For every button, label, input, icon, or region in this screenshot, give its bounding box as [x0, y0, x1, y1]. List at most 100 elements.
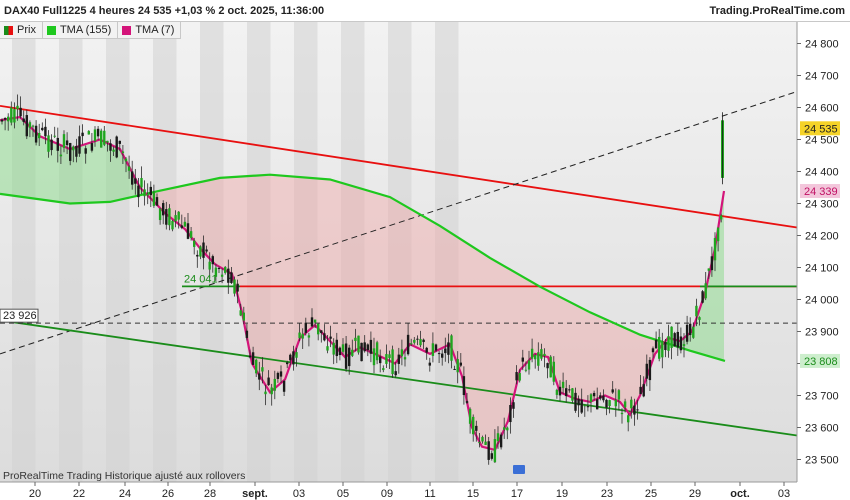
bear-fill: [384, 195, 386, 359]
bear-fill: [534, 283, 536, 355]
bull-fill: [690, 332, 692, 352]
candle-body: [550, 357, 552, 378]
candle-body: [209, 262, 211, 270]
bear-fill: [518, 274, 520, 378]
candle-body: [494, 439, 496, 462]
bear-fill: [202, 181, 204, 252]
bear-fill: [460, 239, 462, 377]
bear-fill: [604, 319, 606, 396]
bear-fill: [332, 180, 334, 345]
x-tick-label: 17: [511, 488, 523, 500]
bear-fill: [316, 178, 318, 328]
bear-fill: [526, 279, 528, 364]
candle-body: [215, 268, 217, 277]
candle-body: [661, 341, 663, 357]
bull-fill: [712, 253, 714, 358]
candle-body: [379, 357, 381, 364]
bear-fill: [346, 184, 348, 356]
bear-fill: [482, 253, 484, 447]
legend-item-tma155[interactable]: TMA (155): [43, 22, 118, 39]
bull-fill: [24, 121, 26, 198]
bear-fill: [410, 209, 412, 346]
candle-body: [1, 120, 3, 122]
bull-fill: [128, 164, 130, 197]
bear-fill: [324, 179, 326, 337]
candle-body: [500, 435, 502, 448]
legend-item-price[interactable]: Prix: [0, 22, 43, 39]
legend-item-tma7[interactable]: TMA (7): [118, 22, 181, 39]
bear-fill: [660, 341, 662, 348]
bull-fill: [16, 117, 18, 196]
candle-body: [178, 212, 180, 220]
bear-fill: [456, 236, 458, 365]
candle-body: [38, 133, 40, 138]
candle-body: [587, 406, 589, 407]
bull-fill: [30, 127, 32, 199]
bear-fill: [594, 314, 596, 400]
bull-fill: [114, 146, 116, 201]
candle-body: [463, 376, 465, 395]
candle-body: [646, 364, 648, 379]
bear-fill: [442, 227, 444, 348]
bear-fill: [658, 340, 660, 350]
bear-fill: [468, 244, 470, 417]
bull-fill: [18, 117, 20, 197]
candle-body: [249, 356, 251, 358]
bear-fill: [344, 184, 346, 357]
candle-body: [35, 126, 37, 143]
bear-fill: [314, 178, 316, 326]
bull-fill: [716, 229, 718, 359]
candle-body: [577, 399, 579, 405]
bull-fill: [66, 147, 68, 203]
bear-fill: [220, 178, 222, 268]
candle-body: [664, 342, 666, 350]
bull-fill: [666, 338, 668, 344]
candle-body: [218, 268, 220, 269]
bull-fill: [138, 184, 140, 196]
bear-fill: [458, 237, 460, 371]
candle-body: [131, 171, 133, 184]
x-tick-label: 22: [73, 488, 85, 500]
candle-body: [100, 131, 102, 148]
candle-body: [187, 223, 189, 239]
bear-fill: [432, 221, 434, 353]
bear-fill: [626, 328, 628, 412]
bear-fill: [570, 302, 572, 397]
candle-body: [546, 363, 548, 368]
bear-fill: [252, 176, 254, 367]
candle-body: [302, 334, 304, 339]
bear-fill: [414, 211, 416, 347]
bear-fill: [652, 339, 654, 363]
bear-fill: [568, 301, 570, 397]
candle-body: [171, 221, 173, 229]
bear-fill: [174, 187, 176, 222]
bear-fill: [352, 186, 354, 353]
bear-fill: [472, 246, 474, 431]
bear-fill: [224, 178, 226, 271]
bear-fill: [246, 176, 248, 343]
bull-fill: [142, 190, 144, 195]
bull-fill: [112, 145, 114, 201]
x-tick-label: oct.: [730, 488, 750, 500]
candle-body: [128, 167, 130, 171]
candle-body: [143, 189, 145, 196]
bear-fill: [542, 288, 544, 356]
bull-fill: [692, 326, 694, 352]
bull-fill: [672, 339, 674, 346]
candle-body: [581, 400, 583, 413]
bear-fill: [146, 193, 148, 195]
site-label[interactable]: Trading.ProRealTime.com: [709, 5, 845, 17]
candle-body: [196, 255, 198, 257]
day-band: [106, 22, 130, 482]
y-tick-label: 23 700: [805, 391, 839, 403]
bull-fill: [10, 118, 12, 195]
bear-fill: [280, 176, 282, 384]
bull-fill: [38, 134, 40, 199]
day-band: [59, 22, 83, 482]
bear-fill: [462, 240, 464, 387]
bear-fill: [586, 310, 588, 401]
candle-body: [311, 317, 313, 326]
tma7-tag-box: [800, 184, 840, 198]
bear-fill: [532, 282, 534, 357]
